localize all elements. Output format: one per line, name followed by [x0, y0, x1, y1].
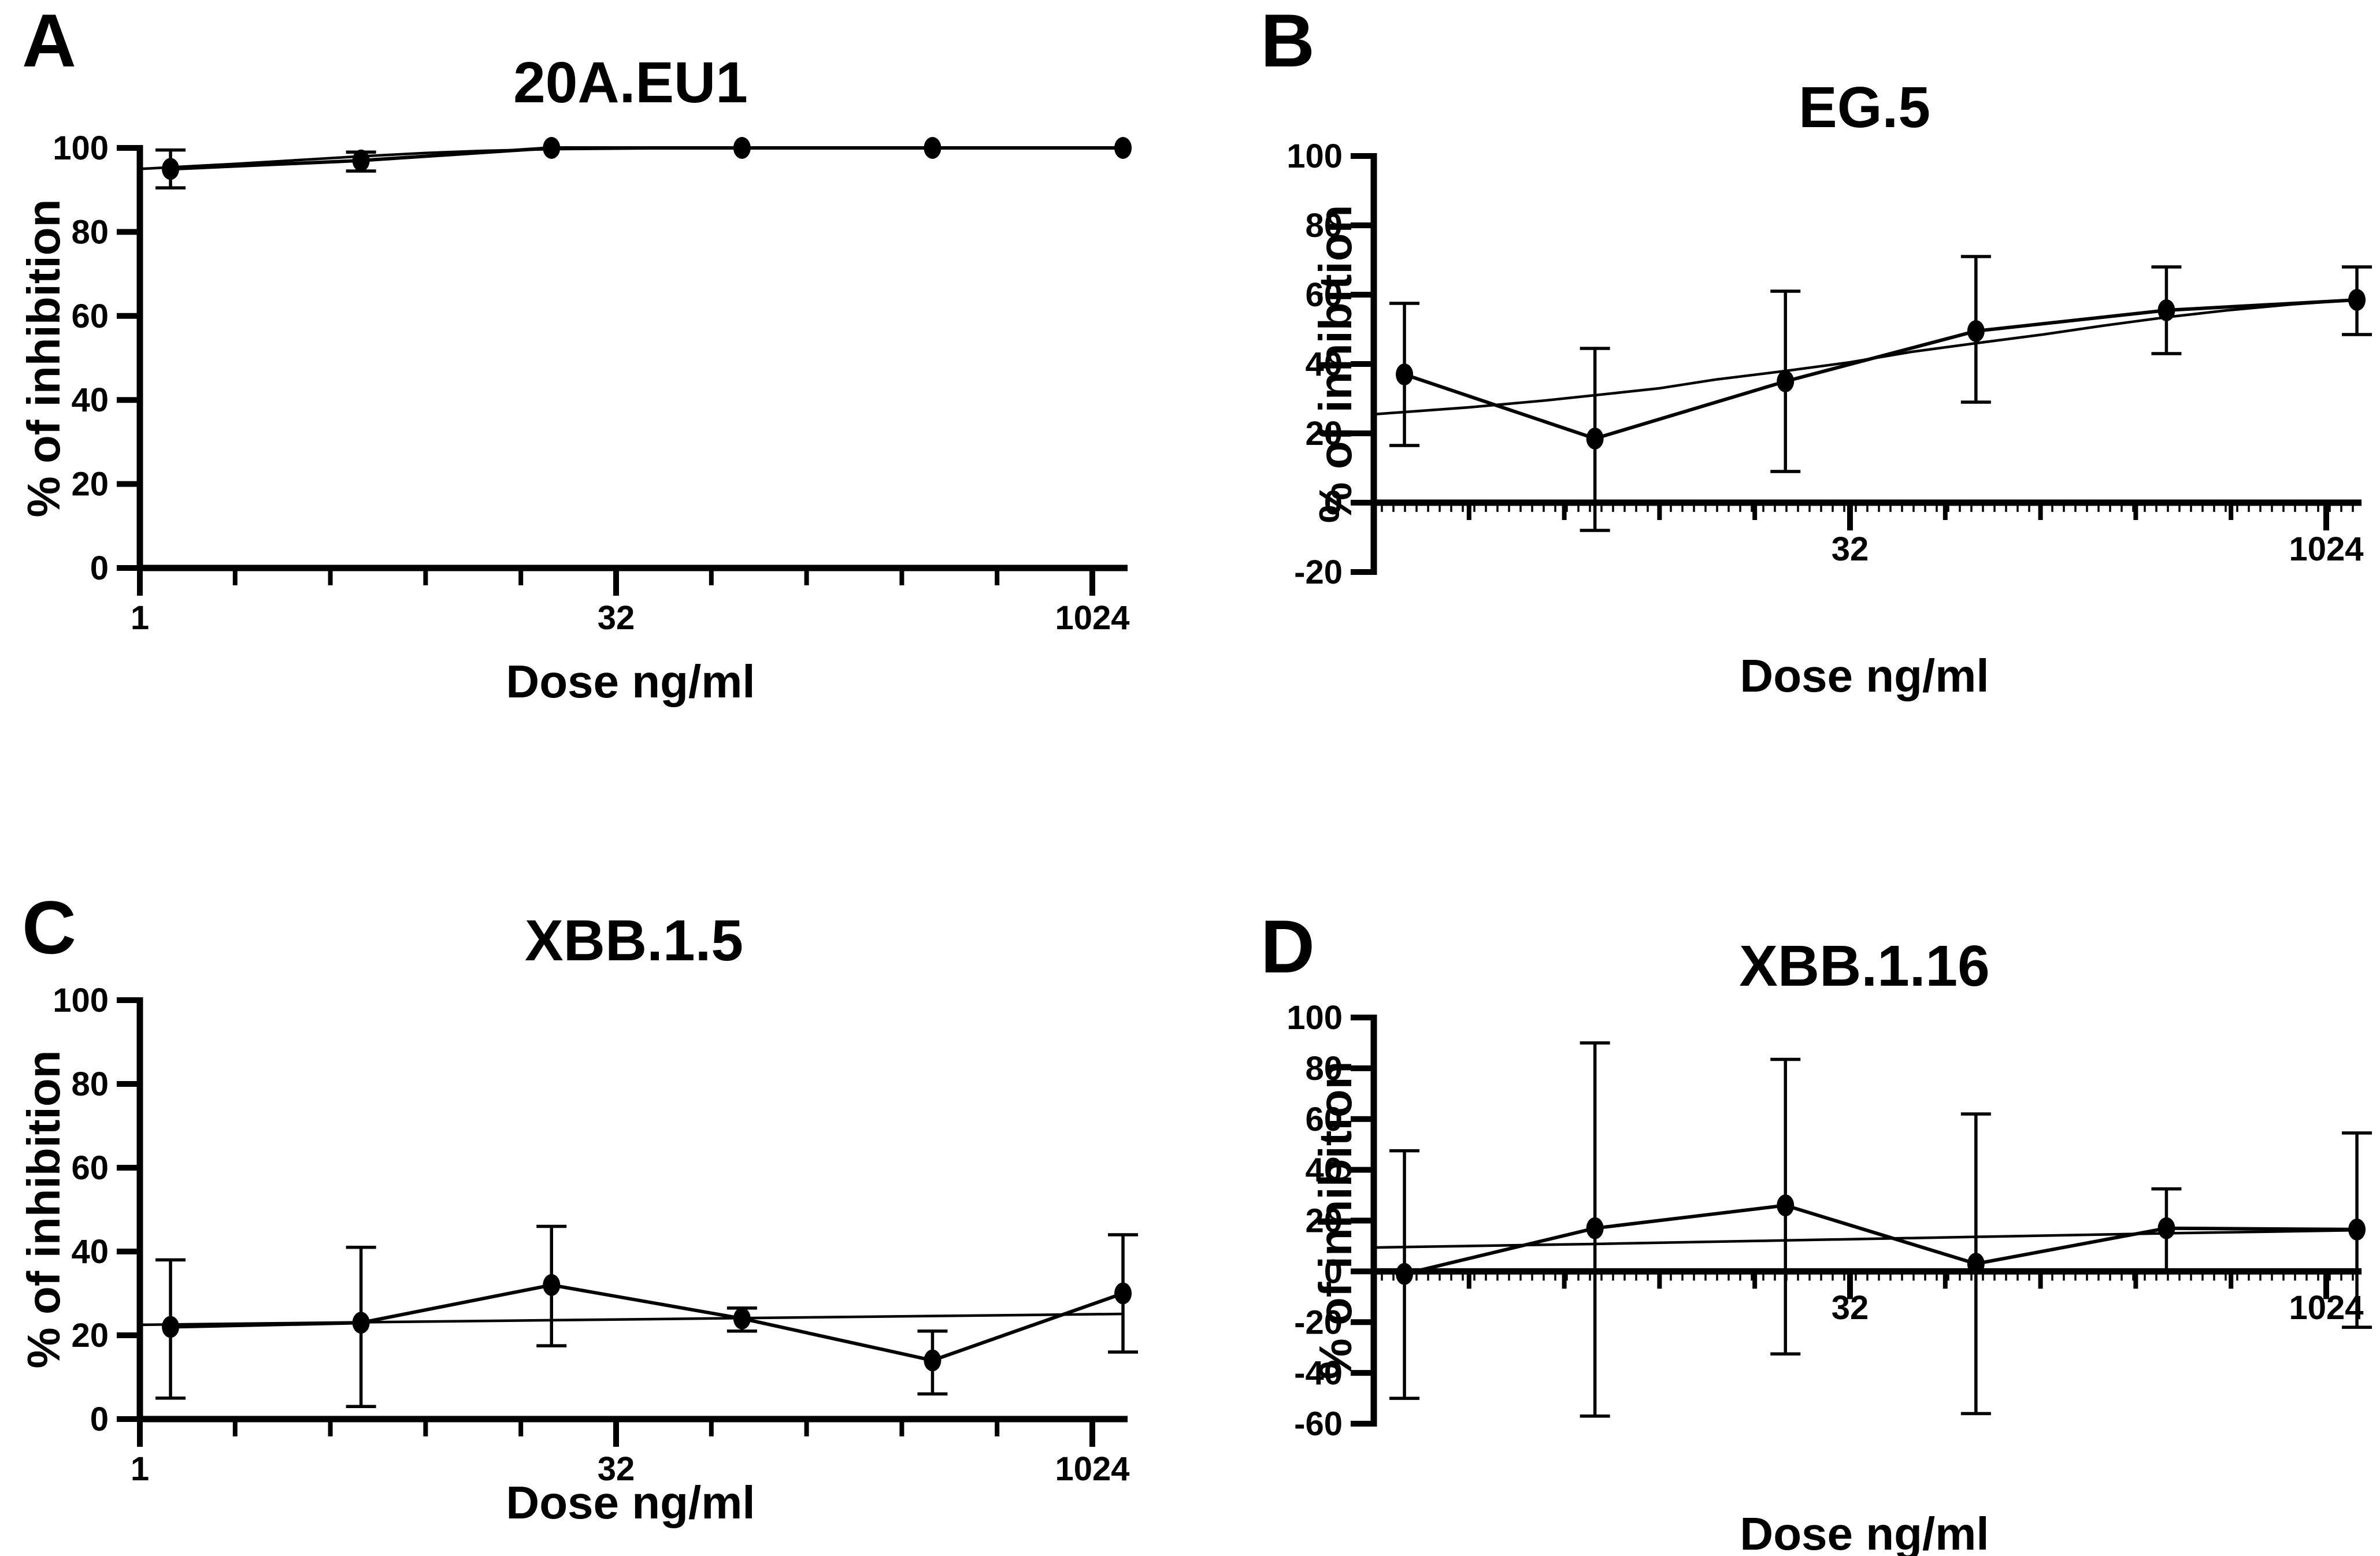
- x-tick-label: 1024: [2289, 1289, 2363, 1327]
- data-point-marker: [1967, 320, 1985, 342]
- y-tick-label: -40: [1294, 1354, 1343, 1392]
- data-point-marker: [1967, 1253, 1985, 1275]
- mean-connect-line: [1404, 1204, 2357, 1276]
- y-tick-label: 20: [71, 466, 109, 503]
- data-point-marker: [1396, 363, 1414, 385]
- y-tick-label: 80: [71, 1065, 109, 1103]
- y-tick-label: 20: [1305, 415, 1343, 452]
- x-tick-label: 1: [131, 599, 149, 637]
- y-axis-title-d: % of inhibition: [1310, 1061, 1361, 1380]
- y-tick-label: 100: [53, 129, 109, 167]
- y-tick-label: 100: [53, 982, 109, 1019]
- fit-curve: [139, 146, 1124, 170]
- y-axis-title-b: % of inhibition: [1310, 205, 1361, 523]
- x-tick-label: 1024: [1055, 599, 1129, 637]
- data-point-marker: [2348, 289, 2366, 311]
- data-point-marker: [1114, 1282, 1132, 1305]
- panel-letter-b: B: [1261, 0, 1315, 83]
- data-point-marker: [352, 149, 370, 172]
- y-tick-label: 40: [1305, 1152, 1343, 1189]
- data-point-marker: [1396, 1262, 1414, 1285]
- panel-c-plot: 1 32 1024 0 20 40 60 80 100: [53, 982, 1139, 1488]
- x-tick-label: 32: [1832, 1289, 1869, 1327]
- data-point-marker: [924, 1349, 941, 1372]
- y-tick-label: 40: [1305, 346, 1343, 383]
- y-tick-label: 40: [71, 1233, 109, 1271]
- panel-letter-a: A: [22, 0, 76, 83]
- panel-d-plot: 32 1024 -60 -40 -20 0 20 40 60 80 100: [1287, 999, 2372, 1443]
- mean-connect-line: [1404, 298, 2357, 441]
- data-point-marker: [543, 1274, 561, 1296]
- y-tick-label: 80: [71, 213, 109, 251]
- y-tick-label: -20: [1294, 554, 1343, 591]
- x-tick-label: 32: [598, 599, 635, 637]
- panel-a-plot: 1 32 1024 0 20 40 60 80 100: [53, 129, 1132, 637]
- y-tick-label: 0: [90, 549, 109, 587]
- x-axis-title-b: Dose ng/ml: [1740, 650, 1989, 701]
- y-tick-label: -20: [1294, 1304, 1343, 1341]
- data-point-marker: [2348, 1218, 2366, 1241]
- data-point-marker: [1586, 428, 1604, 450]
- data-point-marker: [162, 158, 180, 180]
- data-point-marker: [733, 137, 751, 159]
- data-point-marker: [162, 1316, 180, 1338]
- data-point-marker: [733, 1308, 751, 1330]
- x-tick-label: 32: [1832, 530, 1869, 568]
- y-tick-label: 60: [1305, 1101, 1343, 1138]
- panel-title-b: EG.5: [1799, 75, 1930, 140]
- mean-connect-line: [170, 1283, 1124, 1362]
- y-tick-label: 40: [71, 381, 109, 419]
- data-point-marker: [924, 137, 941, 159]
- data-point-marker: [543, 137, 561, 159]
- fit-curve: [1373, 1228, 2357, 1249]
- panel-letter-d: D: [1261, 904, 1315, 989]
- data-point-marker: [1114, 137, 1132, 159]
- fit-curve: [1373, 298, 2357, 416]
- y-tick-label: 20: [71, 1317, 109, 1354]
- data-point-marker: [1777, 370, 1795, 392]
- y-tick-label: 100: [1287, 999, 1343, 1037]
- panel-letter-c: C: [22, 885, 76, 970]
- data-point-marker: [1586, 1217, 1604, 1239]
- x-tick-label: 1024: [1055, 1450, 1129, 1488]
- y-tick-label: 0: [1324, 1253, 1343, 1290]
- x-tick-label: 1024: [2289, 530, 2363, 568]
- y-tick-label: 80: [1305, 1050, 1343, 1087]
- x-tick-label: 1: [131, 1450, 149, 1488]
- y-tick-label: 0: [1324, 484, 1343, 522]
- y-tick-label: 60: [71, 298, 109, 335]
- x-axis-title-a: Dose ng/ml: [506, 656, 755, 707]
- y-tick-label: 60: [1305, 276, 1343, 314]
- y-tick-label: -60: [1294, 1405, 1343, 1443]
- data-point-marker: [1777, 1194, 1795, 1217]
- x-axis-title-c: Dose ng/ml: [506, 1477, 755, 1528]
- y-tick-label: 20: [1305, 1202, 1343, 1240]
- y-tick-label: 100: [1287, 138, 1343, 175]
- data-point-marker: [2157, 299, 2175, 321]
- panel-title-d: XBB.1.16: [1739, 934, 1990, 998]
- data-point-marker: [352, 1312, 370, 1334]
- x-axis-title-d: Dose ng/ml: [1740, 1508, 1989, 1556]
- y-axis-title-a: % of inhibition: [18, 199, 69, 518]
- panel-title-c: XBB.1.5: [525, 908, 743, 973]
- panel-title-a: 20A.EU1: [513, 50, 748, 115]
- x-tick-label: 32: [598, 1450, 635, 1488]
- panel-b-plot: 32 1024 -20 0 20 40 60 80 100: [1287, 138, 2372, 591]
- y-axis-title-c: % of inhibition: [18, 1050, 69, 1369]
- y-tick-label: 0: [90, 1401, 109, 1438]
- data-point-marker: [2157, 1217, 2175, 1239]
- mean-connect-line: [170, 146, 1124, 171]
- y-tick-label: 60: [71, 1149, 109, 1187]
- y-tick-label: 80: [1305, 207, 1343, 244]
